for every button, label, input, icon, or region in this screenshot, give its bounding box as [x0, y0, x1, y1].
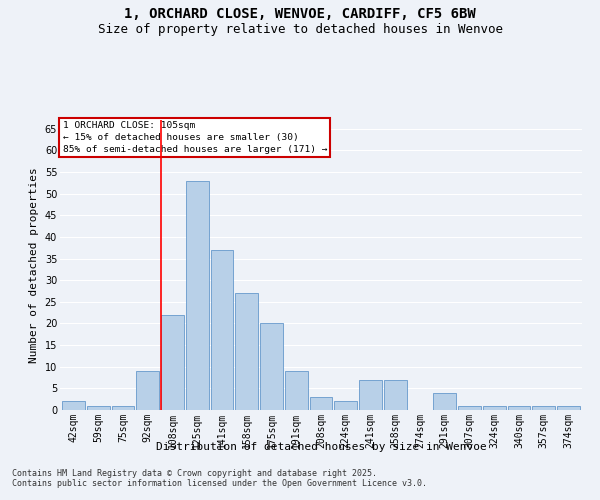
Bar — [87, 406, 110, 410]
Bar — [285, 371, 308, 410]
Bar — [557, 406, 580, 410]
Bar — [334, 402, 357, 410]
Text: 1 ORCHARD CLOSE: 105sqm
← 15% of detached houses are smaller (30)
85% of semi-de: 1 ORCHARD CLOSE: 105sqm ← 15% of detache… — [62, 122, 327, 154]
Bar — [136, 371, 159, 410]
Text: Size of property relative to detached houses in Wenvoe: Size of property relative to detached ho… — [97, 22, 503, 36]
Bar — [211, 250, 233, 410]
Bar — [433, 392, 456, 410]
Bar — [112, 406, 134, 410]
Bar — [186, 180, 209, 410]
Bar — [260, 324, 283, 410]
Text: 1, ORCHARD CLOSE, WENVOE, CARDIFF, CF5 6BW: 1, ORCHARD CLOSE, WENVOE, CARDIFF, CF5 6… — [124, 8, 476, 22]
Bar — [235, 293, 258, 410]
Bar — [161, 315, 184, 410]
Text: Distribution of detached houses by size in Wenvoe: Distribution of detached houses by size … — [155, 442, 487, 452]
Bar — [508, 406, 530, 410]
Bar — [458, 406, 481, 410]
Bar — [359, 380, 382, 410]
Text: Contains public sector information licensed under the Open Government Licence v3: Contains public sector information licen… — [12, 478, 427, 488]
Bar — [483, 406, 506, 410]
Bar — [310, 397, 332, 410]
Bar — [384, 380, 407, 410]
Bar — [532, 406, 555, 410]
Bar — [62, 402, 85, 410]
Text: Contains HM Land Registry data © Crown copyright and database right 2025.: Contains HM Land Registry data © Crown c… — [12, 468, 377, 477]
Y-axis label: Number of detached properties: Number of detached properties — [29, 167, 39, 363]
